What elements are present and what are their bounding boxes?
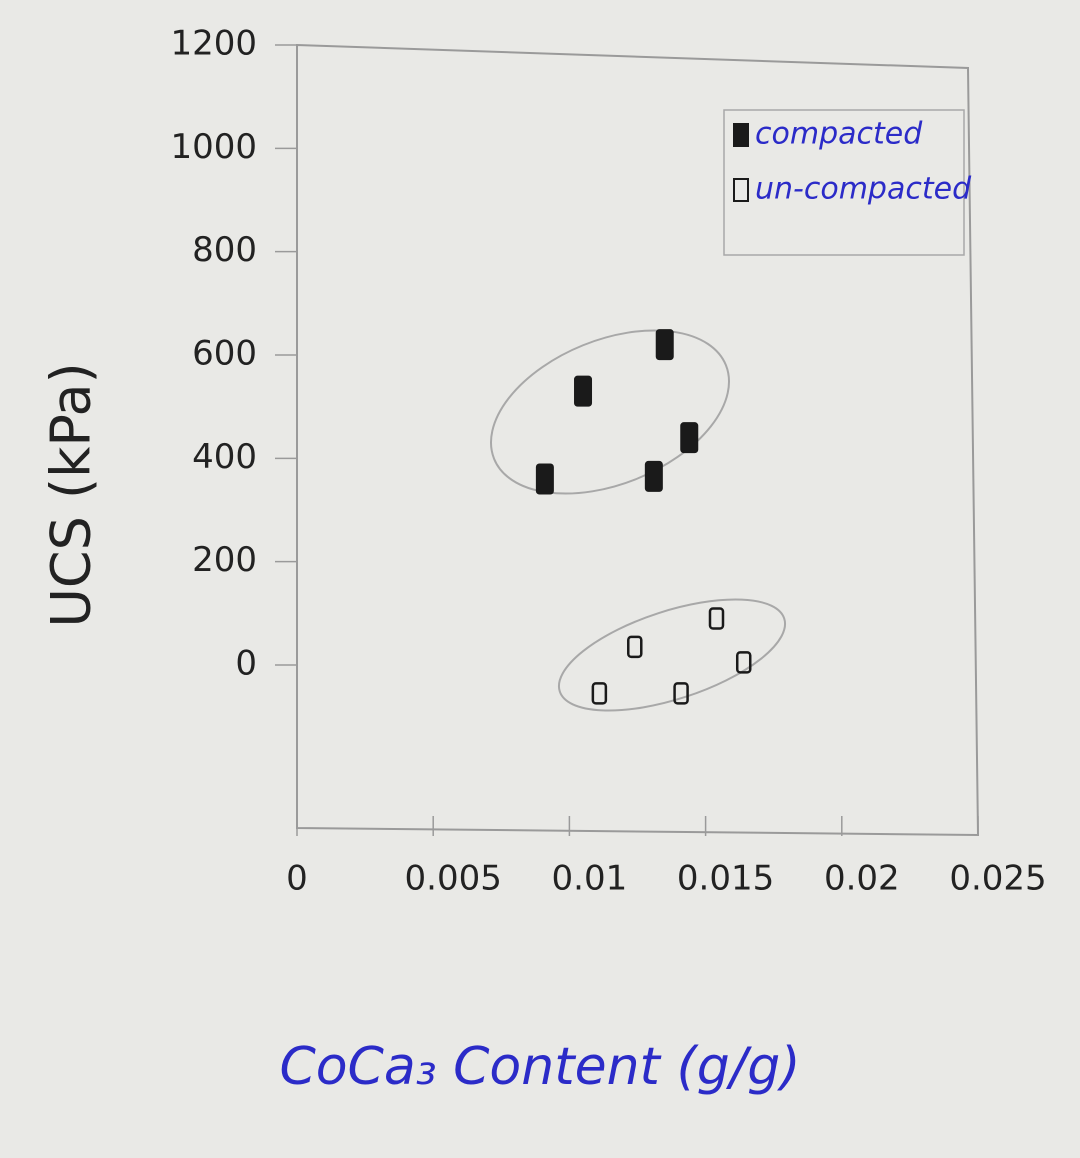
x-tick-label: 0.01 <box>552 859 628 899</box>
point <box>591 682 608 705</box>
y-tick-label: 1000 <box>170 127 257 167</box>
y-axis-label: UCS (kPa) <box>40 362 103 627</box>
x-tick-label: 0.025 <box>949 859 1046 899</box>
cluster-ellipse <box>490 329 730 495</box>
y-tick-label: 600 <box>192 334 257 374</box>
x-tick-label: 0 <box>286 859 308 899</box>
point <box>708 607 725 630</box>
legend-label: un-compacted <box>755 172 972 207</box>
legend-swatch <box>733 123 749 147</box>
point <box>574 375 593 407</box>
y-tick-label: 0 <box>235 644 257 684</box>
x-tick-label: 0.02 <box>824 859 900 899</box>
point <box>644 460 663 492</box>
cluster-ellipse <box>557 598 787 712</box>
x-tick-label: 0.015 <box>677 859 774 899</box>
point <box>680 422 699 454</box>
legend-box <box>723 109 965 256</box>
y-tick-label: 400 <box>192 437 257 477</box>
point <box>673 682 689 705</box>
y-tick-label: 800 <box>192 230 257 270</box>
legend-label: compacted <box>755 117 923 152</box>
legend-swatch <box>733 178 749 202</box>
x-tick-label: 0.005 <box>405 859 502 899</box>
point <box>735 651 752 674</box>
y-tick-label: 1200 <box>170 24 257 64</box>
point <box>655 329 674 361</box>
y-tick-label: 200 <box>192 540 257 580</box>
point <box>627 635 643 659</box>
x-axis-label: CoCa₃ Content (g/g) <box>279 1037 800 1097</box>
point <box>535 463 554 495</box>
plot-frame <box>296 43 980 837</box>
